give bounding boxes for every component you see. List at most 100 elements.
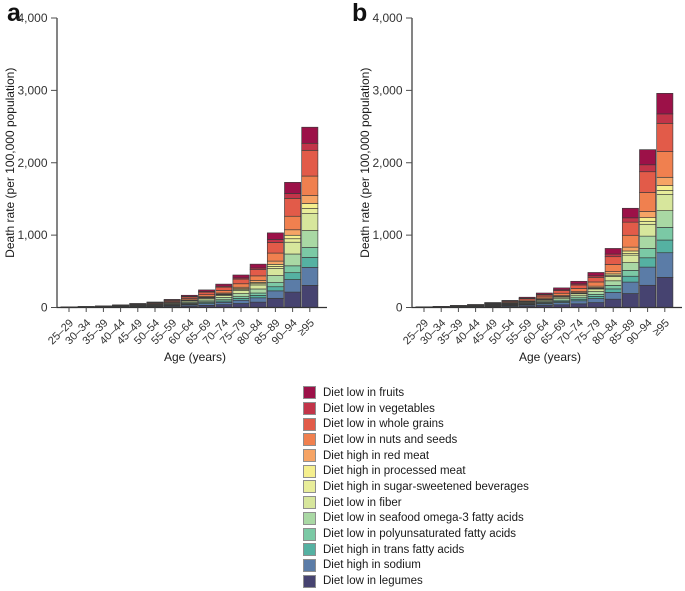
bar-segment <box>232 278 250 285</box>
bar-segment <box>266 290 284 299</box>
bar-segment <box>266 239 284 243</box>
bar-segment <box>604 271 622 275</box>
legend-swatch <box>303 386 316 400</box>
bar-segment <box>621 217 639 223</box>
bar-segment <box>621 281 639 294</box>
bar-segment <box>232 283 250 288</box>
bar-segment <box>266 297 284 308</box>
bar-segment <box>639 217 657 222</box>
bar-segment <box>518 296 536 299</box>
bar-segment <box>266 260 284 265</box>
legend-swatch <box>303 574 316 588</box>
bar-segment <box>553 290 571 294</box>
bar-segment <box>215 301 233 305</box>
bar-segment <box>249 284 267 290</box>
bar-segment <box>249 275 267 281</box>
bar-segment <box>570 300 588 305</box>
bar-segment <box>553 287 571 291</box>
bar-segment <box>215 295 233 298</box>
y-tick-label: 3,000 <box>17 83 47 97</box>
legend-swatch <box>303 433 316 447</box>
legend-item: Diet low in nuts and seeds <box>303 432 529 448</box>
bar-segment <box>621 250 639 254</box>
bar-segment <box>284 238 302 243</box>
bar-segment <box>232 274 250 279</box>
bar-segment <box>284 234 302 240</box>
bar-segment <box>249 263 267 269</box>
bar-segment <box>656 93 674 115</box>
bar-segment <box>656 122 674 152</box>
bar-segment <box>163 299 181 301</box>
bar-segment <box>639 266 657 286</box>
bar-segment <box>301 149 319 177</box>
bar-segment <box>604 288 622 293</box>
legend-swatch <box>303 511 316 525</box>
bar-segment <box>198 291 216 296</box>
legend-item: Diet low in fruits <box>303 385 529 401</box>
legend-label: Diet high in red meat <box>323 449 430 462</box>
legend-swatch <box>303 449 316 463</box>
panel-b-label: b <box>352 0 368 27</box>
bar-segment <box>232 293 250 297</box>
bar-segment <box>656 210 674 228</box>
bar-segment <box>146 301 164 303</box>
bar-segment <box>266 268 284 276</box>
bar-segment <box>621 221 639 236</box>
bar-segment <box>587 281 605 287</box>
bar-segment <box>266 282 284 288</box>
bar-segment <box>284 229 302 236</box>
bar-segment <box>301 213 319 231</box>
bar-segment <box>284 198 302 217</box>
legend-label: Diet low in fiber <box>323 496 402 509</box>
bar-segment <box>284 291 302 308</box>
bar-segment <box>284 182 302 194</box>
bar-segment <box>604 298 622 308</box>
bar-segment <box>656 176 674 186</box>
legend-item: Diet high in sugar-sweetened beverages <box>303 479 529 495</box>
bar-segment <box>301 267 319 286</box>
x-tick-label: ≥95 <box>651 317 672 338</box>
bar-segment <box>301 285 319 308</box>
bar-segment <box>249 269 267 277</box>
legend-item: Diet low in seafood omega-3 fatty acids <box>303 511 529 527</box>
panel-a-label: a <box>7 0 21 27</box>
x-axis-title: Age (years) <box>519 350 581 364</box>
bar-segment <box>656 190 674 195</box>
bar-segment <box>266 275 284 283</box>
bar-segment <box>604 256 622 265</box>
bar-segment <box>639 192 657 212</box>
bar-segment <box>266 252 284 262</box>
bar-segment <box>604 264 622 272</box>
bar-segment <box>215 283 233 287</box>
bar-segment <box>656 185 674 191</box>
bar-segment <box>639 235 657 249</box>
legend-swatch <box>303 417 316 431</box>
bar-segment <box>284 265 302 274</box>
bar-segment <box>604 285 622 290</box>
chart-panel-b: 01,0002,0003,0004,00025–2930–3435–3940–4… <box>358 11 682 364</box>
y-tick-label: 4,000 <box>372 11 402 25</box>
bar-segment <box>656 113 674 124</box>
y-axis-title: Death rate (per 100,000 population) <box>3 68 17 258</box>
bar-segment <box>639 284 657 308</box>
x-axis-title: Age (years) <box>164 350 226 364</box>
legend-label: Diet high in processed meat <box>323 465 466 478</box>
bar-segment <box>587 302 605 308</box>
legend-label: Diet high in sugar-sweetened beverages <box>323 480 529 493</box>
bar-segment <box>656 252 674 278</box>
bar-segment <box>621 207 639 219</box>
bar-segment <box>604 276 622 282</box>
bar-segment <box>639 211 657 219</box>
legend-swatch <box>303 464 316 478</box>
legend-swatch <box>303 543 316 557</box>
x-tick-label: ≥95 <box>296 317 317 338</box>
bar-segment <box>656 227 674 241</box>
chart-panel-a: 01,0002,0003,0004,00025–2930–3435–3940–4… <box>3 11 327 364</box>
bar-segment <box>587 272 605 277</box>
bar-segment <box>284 241 302 255</box>
legend-item: Diet high in sodium <box>303 558 529 574</box>
y-tick-label: 3,000 <box>372 83 402 97</box>
bar-segment <box>215 297 233 301</box>
legend-label: Diet low in nuts and seeds <box>323 433 458 446</box>
legend: Diet low in fruits Diet low in vegetables… <box>303 385 529 589</box>
